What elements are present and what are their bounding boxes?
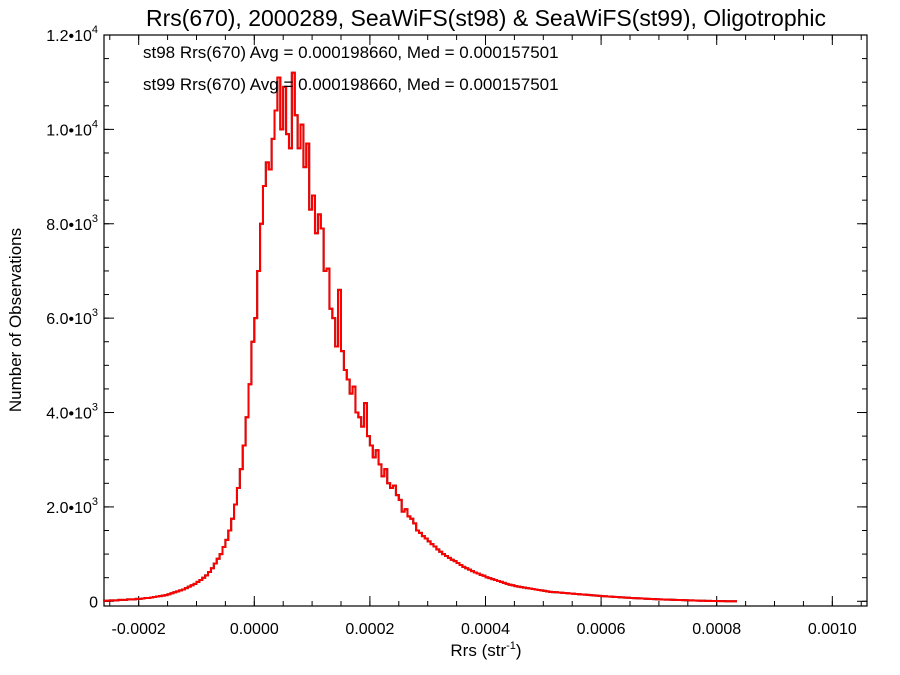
x-axis-label: Rrs (str-1) xyxy=(450,640,521,660)
y-axis-label: Number of Observations xyxy=(6,228,25,412)
chart-title: Rrs(670), 2000289, SeaWiFS(st98) & SeaWi… xyxy=(146,5,826,31)
x-tick-label: 0.0010 xyxy=(808,621,857,638)
x-tick-labels: -0.0002 0.0000 0.0002 0.0004 0.0006 0.0008 0.0… xyxy=(112,621,857,638)
y-tick-label: 1.2•104 xyxy=(46,24,98,45)
histogram-line-st99 xyxy=(103,71,737,603)
y-tick-labels: 0 2.0•103 4.0•103 6.0•103 8.0•103 1.0•104 1.2•… xyxy=(46,24,98,611)
x-axis-label-superscript: -1 xyxy=(506,640,516,652)
plot-area xyxy=(103,34,868,607)
y-tick-label: 1.0•104 xyxy=(46,118,98,139)
x-axis-label-close: ) xyxy=(516,641,522,660)
y-tick-label: 6.0•103 xyxy=(46,307,98,328)
x-tick-label: 0.0002 xyxy=(345,621,394,638)
x-tick-label: 0.0004 xyxy=(461,621,510,638)
plot-frame xyxy=(103,34,868,607)
y-tick-label: 4.0•103 xyxy=(46,402,98,423)
y-tick-label: 8.0•103 xyxy=(46,213,98,234)
y-tick-label: 2.0•103 xyxy=(46,496,98,517)
axis-ticks xyxy=(104,34,867,606)
x-tick-label: -0.0002 xyxy=(112,621,166,638)
x-tick-label: 0.0008 xyxy=(692,621,741,638)
annotation-st99: st99 Rrs(670) Avg = 0.000198660, Med = 0… xyxy=(143,75,559,94)
x-tick-label: 0.0006 xyxy=(577,621,626,638)
y-tick-label: 0 xyxy=(89,594,98,611)
x-axis-label-base: Rrs (str xyxy=(450,641,506,660)
histogram-line-st98 xyxy=(103,71,737,603)
x-tick-label: 0.0000 xyxy=(230,621,279,638)
series-layer xyxy=(103,71,737,603)
annotation-st98: st98 Rrs(670) Avg = 0.000198660, Med = 0… xyxy=(143,43,559,62)
